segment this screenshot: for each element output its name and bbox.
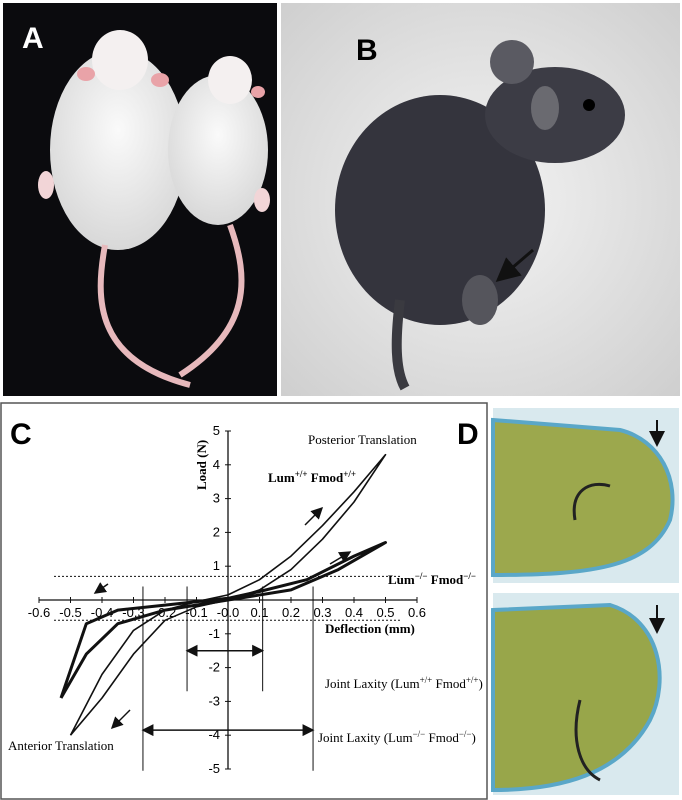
y-tick-label: -3 — [208, 693, 220, 708]
y-tick-label: 4 — [213, 457, 220, 472]
text-part: ) — [479, 676, 483, 691]
y-axis-label: Load (N) — [194, 440, 209, 490]
y-tick-label: 3 — [213, 491, 220, 506]
text-part: −/− — [413, 729, 426, 739]
text-part: Fmod — [432, 676, 466, 691]
direction-arrows — [93, 506, 352, 730]
panel-label: B — [356, 34, 378, 67]
x-tick-label: 0.5 — [376, 605, 394, 620]
y-tick-label: 1 — [213, 558, 220, 573]
text-part: Lum — [388, 572, 415, 587]
y-tick-label: -5 — [208, 761, 220, 776]
x-axis-label: Deflection (mm) — [325, 621, 415, 636]
y-tick-label: -1 — [208, 626, 220, 641]
photo-a — [3, 3, 277, 396]
text-part: +/+ — [343, 469, 356, 479]
x-tick-label: 0.1 — [250, 605, 268, 620]
photo-b — [281, 3, 680, 396]
text-part: −/− — [463, 571, 476, 581]
text-part: Fmod — [308, 470, 345, 485]
text-part: Lum — [268, 470, 295, 485]
x-tick-label: 0.3 — [313, 605, 331, 620]
x-tick-label: 0.2 — [282, 605, 300, 620]
x-tick-label: -0.6 — [28, 605, 50, 620]
panel-label: D — [457, 418, 479, 451]
text-part: Joint Laxity (Lum — [318, 730, 413, 745]
panel-label: A — [22, 22, 44, 55]
y-tick-label: 5 — [213, 423, 220, 438]
photo-d — [491, 408, 679, 795]
text-part: +/+ — [295, 469, 308, 479]
annotation: Joint Laxity (Lum−/− Fmod−/−) — [318, 729, 476, 745]
text-part: ) — [472, 730, 476, 745]
text-part: Fmod — [428, 572, 465, 587]
text-part: +/+ — [466, 675, 479, 685]
x-tick-label: -0.5 — [59, 605, 81, 620]
x-tick-label: 0.6 — [408, 605, 426, 620]
text-part: +/+ — [420, 675, 433, 685]
loop-line — [59, 541, 387, 699]
y-tick-label: 2 — [213, 524, 220, 539]
x-tick-label: -0.0 — [217, 605, 239, 620]
text-part: −/− — [415, 571, 428, 581]
annotation: Lum+/+ Fmod+/+ — [268, 469, 356, 485]
annotation: Posterior Translation — [308, 432, 417, 447]
annotation: Lum−/− Fmod−/− — [388, 571, 476, 587]
x-tick-label: -0.4 — [91, 605, 113, 620]
text-part: Joint Laxity (Lum — [325, 676, 420, 691]
annotation: Joint Laxity (Lum+/+ Fmod+/+) — [325, 675, 483, 691]
y-tick-label: -2 — [208, 660, 220, 675]
annotation: Anterior Translation — [8, 738, 114, 753]
panel-label: C — [10, 418, 32, 451]
x-tick-label: 0.4 — [345, 605, 363, 620]
panel-c-frame — [0, 402, 488, 800]
text-part: Fmod — [425, 730, 459, 745]
text-part: −/− — [459, 729, 472, 739]
